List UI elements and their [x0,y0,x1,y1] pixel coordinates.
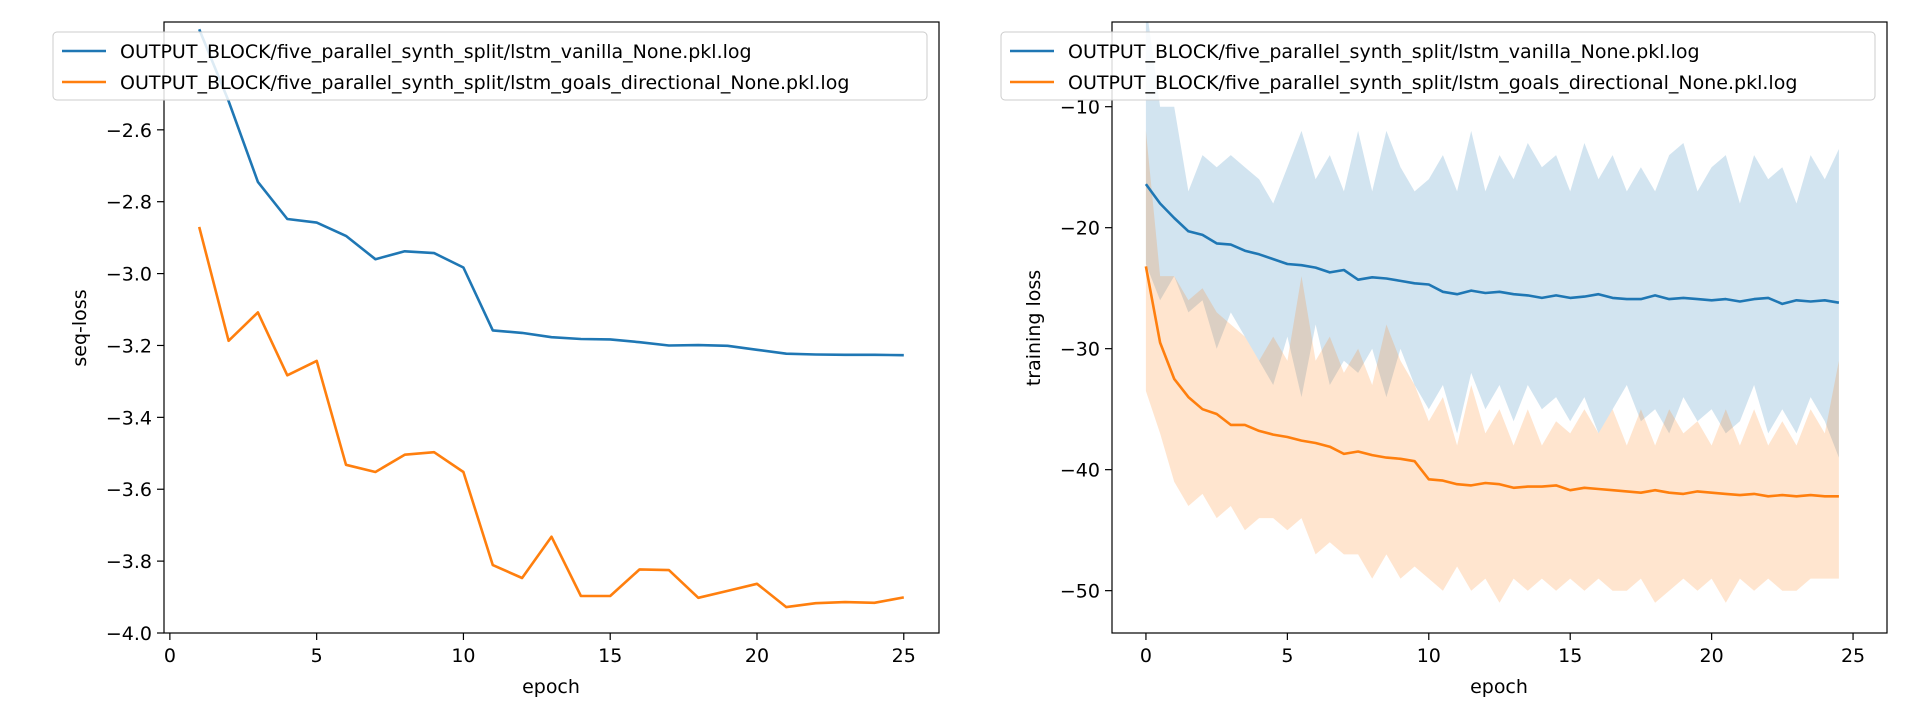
left-y-tick-label: −4.0 [106,623,152,645]
left-x-tick-label: 20 [745,645,769,667]
left-x-tick-label: 10 [451,645,475,667]
right-x-tick-label: 10 [1417,645,1441,667]
left-line-vanilla [197,28,904,357]
right-legend-label-vanilla: OUTPUT_BLOCK/five_parallel_synth_split/l… [1068,41,1700,63]
left-x-tick-label: 5 [311,645,323,667]
right-ticks: 0 5 10 15 20 25 −50 −40 −30 −20 −10 [1060,97,1865,667]
right-y-tick-label: −40 [1060,460,1100,482]
left-line-goals [197,226,905,609]
left-y-tick-label: −2.6 [106,120,152,142]
left-x-tick-label: 25 [892,645,916,667]
right-y-axis-label: training loss [1023,270,1045,386]
right-plot-area [1144,22,1840,603]
right-chart: 0 5 10 15 20 25 −50 −40 −30 −20 −10 epoch training… [1000,21,1888,698]
left-plot-area [197,28,905,609]
left-axes-frame [163,21,940,634]
right-legend-label-goals: OUTPUT_BLOCK/five_parallel_synth_split/l… [1068,72,1797,94]
right-y-tick-label: −50 [1060,581,1100,603]
right-legend: OUTPUT_BLOCK/five_parallel_synth_split/l… [1000,31,1876,101]
left-y-tick-label: −3.2 [106,335,152,357]
left-legend-box [52,31,928,101]
right-y-tick-label: −30 [1060,339,1100,361]
right-x-axis-label: epoch [1470,676,1528,698]
left-x-tick-label: 0 [164,645,176,667]
right-axes-frame [1111,21,1888,634]
right-x-tick-label: 25 [1841,645,1865,667]
right-line-vanilla [1144,183,1840,306]
left-x-axis-label: epoch [522,676,580,698]
left-x-tick-label: 15 [598,645,622,667]
left-chart: 0 5 10 15 20 25 −4.0 −3.8 −3.6 −3.4 −3.2 −3.0 −2.8 −2… [52,21,940,698]
right-band-goals [1145,130,1839,603]
right-x-tick-label: 15 [1558,645,1582,667]
left-ticks: 0 5 10 15 20 25 −4.0 −3.8 −3.6 −3.4 −3.2 −3.0 −2.8 −2… [106,120,916,667]
left-legend: OUTPUT_BLOCK/five_parallel_synth_split/l… [52,31,928,101]
left-y-tick-label: −2.8 [106,192,152,214]
right-x-tick-label: 0 [1140,645,1152,667]
left-y-tick-label: −3.4 [106,407,152,429]
right-x-tick-label: 20 [1700,645,1724,667]
right-y-tick-label: −10 [1060,97,1100,119]
right-legend-box [1000,31,1876,101]
left-legend-label-goals: OUTPUT_BLOCK/five_parallel_synth_split/l… [120,72,849,94]
left-y-axis-label: seq-loss [69,289,91,366]
left-y-tick-label: −3.6 [106,479,152,501]
left-y-tick-label: −3.8 [106,551,152,573]
right-line-goals [1144,266,1839,498]
left-legend-label-vanilla: OUTPUT_BLOCK/five_parallel_synth_split/l… [120,41,752,63]
right-y-tick-label: −20 [1060,218,1100,240]
right-band-vanilla [1145,22,1839,458]
left-y-tick-label: −3.0 [106,264,152,286]
right-x-tick-label: 5 [1281,645,1293,667]
